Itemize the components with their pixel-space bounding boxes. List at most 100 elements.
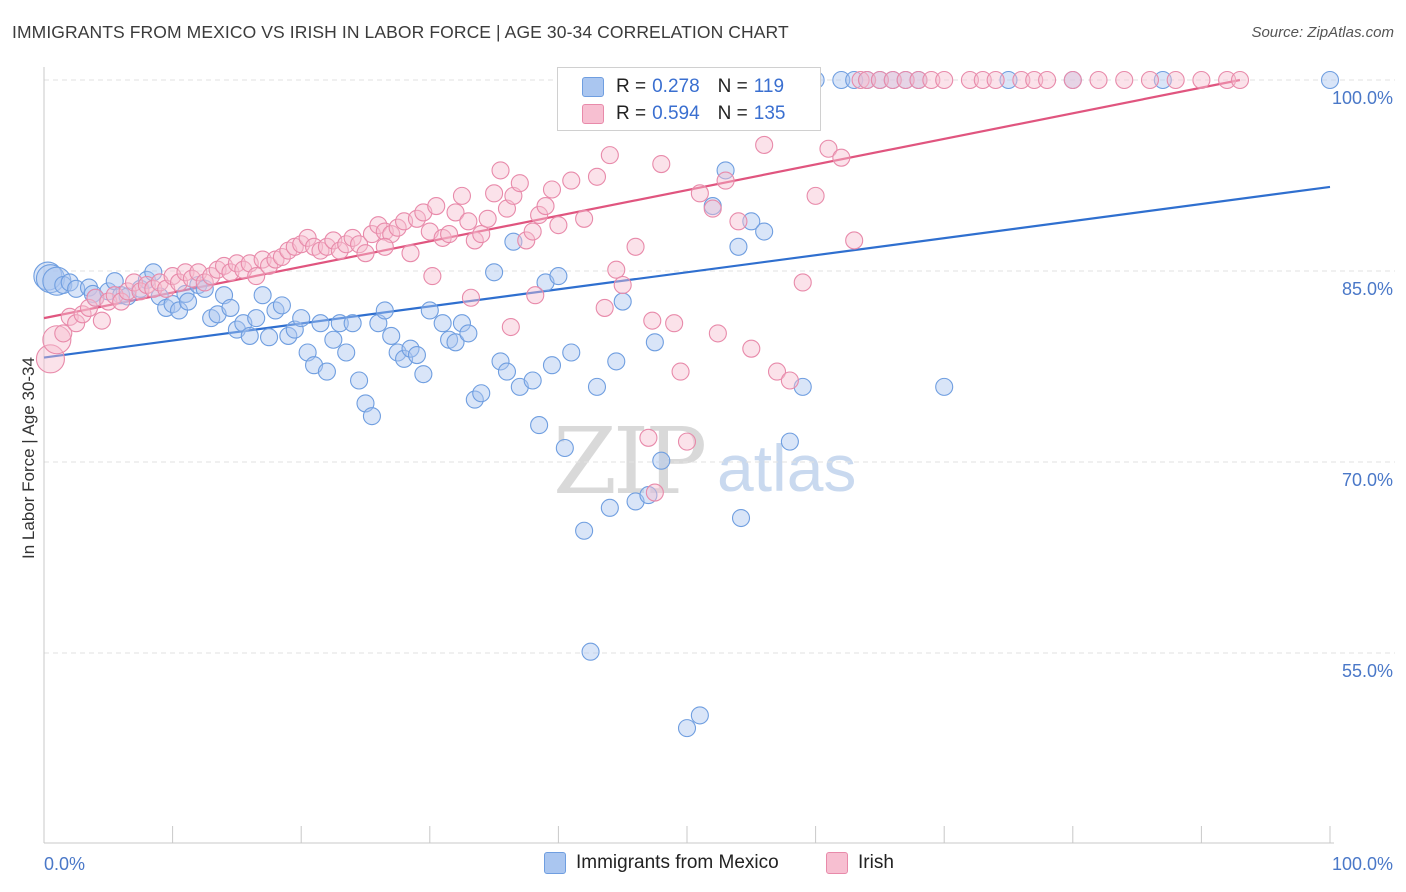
point-irish xyxy=(1012,70,1031,90)
point-irish xyxy=(793,273,812,292)
point-mexico xyxy=(607,352,626,371)
point-irish xyxy=(986,70,1005,90)
point-irish xyxy=(459,212,478,231)
point-irish xyxy=(896,70,915,90)
point-mexico xyxy=(935,377,954,396)
y-tick-label: 70.0% xyxy=(1342,470,1393,490)
point-irish xyxy=(247,267,266,286)
point-irish xyxy=(67,314,86,333)
point-irish xyxy=(485,184,504,203)
point-irish xyxy=(446,203,465,222)
point-mexico xyxy=(581,642,600,661)
point-irish xyxy=(423,267,442,286)
point-mexico xyxy=(652,451,671,470)
point-mexico xyxy=(259,328,279,347)
point-mexico xyxy=(600,498,619,517)
point-mexico xyxy=(530,416,549,435)
point-irish xyxy=(703,199,722,218)
point-irish xyxy=(922,70,941,90)
point-irish xyxy=(645,483,664,502)
point-mexico xyxy=(845,70,864,90)
point-mexico xyxy=(375,301,394,320)
point-mexico xyxy=(350,371,369,390)
axes xyxy=(43,67,1334,844)
point-mexico xyxy=(555,438,574,458)
point-mexico xyxy=(549,267,568,286)
point-mexico xyxy=(407,345,426,365)
tick-labels: 100.0% 85.0% 70.0% 55.0% 0.0% 100.0% xyxy=(44,88,1393,874)
point-irish xyxy=(1038,70,1057,90)
point-mexico xyxy=(285,320,304,339)
point-mexico xyxy=(433,314,452,333)
point-irish xyxy=(935,70,954,90)
point-mexico xyxy=(414,365,433,384)
point-irish xyxy=(960,70,979,90)
point-irish xyxy=(652,154,671,174)
point-irish xyxy=(452,186,472,205)
point-irish xyxy=(350,235,369,254)
point-irish xyxy=(708,324,727,343)
legend-label-mexico: Immigrants from Mexico xyxy=(576,852,779,873)
point-mexico xyxy=(247,309,266,328)
point-irish xyxy=(677,432,697,451)
correlation-legend: R = 0.278 N = 119 R = 0.594 N = 135 xyxy=(557,67,821,131)
point-mexico xyxy=(562,343,581,362)
legend-n-value: 135 xyxy=(753,103,786,124)
y-tick-label: 85.0% xyxy=(1342,279,1393,299)
point-mexico xyxy=(542,356,562,375)
point-mexico xyxy=(67,279,86,298)
point-irish xyxy=(549,216,568,235)
point-irish xyxy=(92,311,111,330)
data-points xyxy=(33,70,1340,738)
legend-row-mexico: R = 0.278 N = 119 xyxy=(582,75,784,99)
point-irish xyxy=(375,237,394,256)
point-irish xyxy=(575,209,594,228)
point-irish xyxy=(639,428,658,447)
point-irish xyxy=(883,70,902,90)
point-mexico xyxy=(362,407,381,426)
point-irish xyxy=(909,70,928,90)
point-irish xyxy=(1089,70,1108,90)
point-mexico xyxy=(382,326,401,345)
point-mexico xyxy=(690,706,709,725)
point-irish xyxy=(517,231,536,250)
legend-swatch-mexico xyxy=(544,852,566,874)
point-mexico xyxy=(755,222,774,241)
y-axis-label: In Labor Force | Age 30-34 xyxy=(19,357,38,559)
point-mexico xyxy=(729,237,748,256)
point-mexico xyxy=(716,161,735,180)
y-tick-label: 100.0% xyxy=(1332,88,1393,108)
point-mexico xyxy=(253,286,272,305)
point-irish xyxy=(607,260,626,279)
point-irish xyxy=(806,186,825,205)
point-irish xyxy=(595,298,614,317)
point-mexico xyxy=(272,296,291,315)
point-irish xyxy=(54,324,73,343)
point-irish xyxy=(1063,70,1082,90)
legend-item-mexico[interactable]: Immigrants from Mexico xyxy=(544,852,779,874)
point-irish xyxy=(729,212,748,231)
point-irish xyxy=(1218,70,1237,90)
legend-swatch-irish xyxy=(582,104,604,124)
point-mexico xyxy=(240,326,259,345)
point-mexico xyxy=(742,212,761,231)
x-tick-label-max: 100.0% xyxy=(1332,854,1393,874)
point-mexico xyxy=(459,324,478,343)
y-tick-label: 55.0% xyxy=(1342,661,1393,681)
point-irish xyxy=(79,298,99,317)
watermark-atlas: atlas xyxy=(717,431,857,505)
point-mexico xyxy=(178,292,198,311)
legend-row-irish: R = 0.594 N = 135 xyxy=(582,102,785,126)
point-mexico xyxy=(446,333,465,352)
point-irish xyxy=(587,167,607,186)
legend-item-irish[interactable]: Irish xyxy=(826,852,894,874)
point-mexico xyxy=(472,384,491,403)
legend-swatch-irish xyxy=(826,852,848,874)
point-irish xyxy=(857,70,877,90)
point-irish xyxy=(562,171,581,190)
point-irish xyxy=(845,231,864,250)
legend-n-label: N = xyxy=(717,76,748,97)
point-irish xyxy=(118,282,137,301)
point-mexico xyxy=(485,263,504,282)
